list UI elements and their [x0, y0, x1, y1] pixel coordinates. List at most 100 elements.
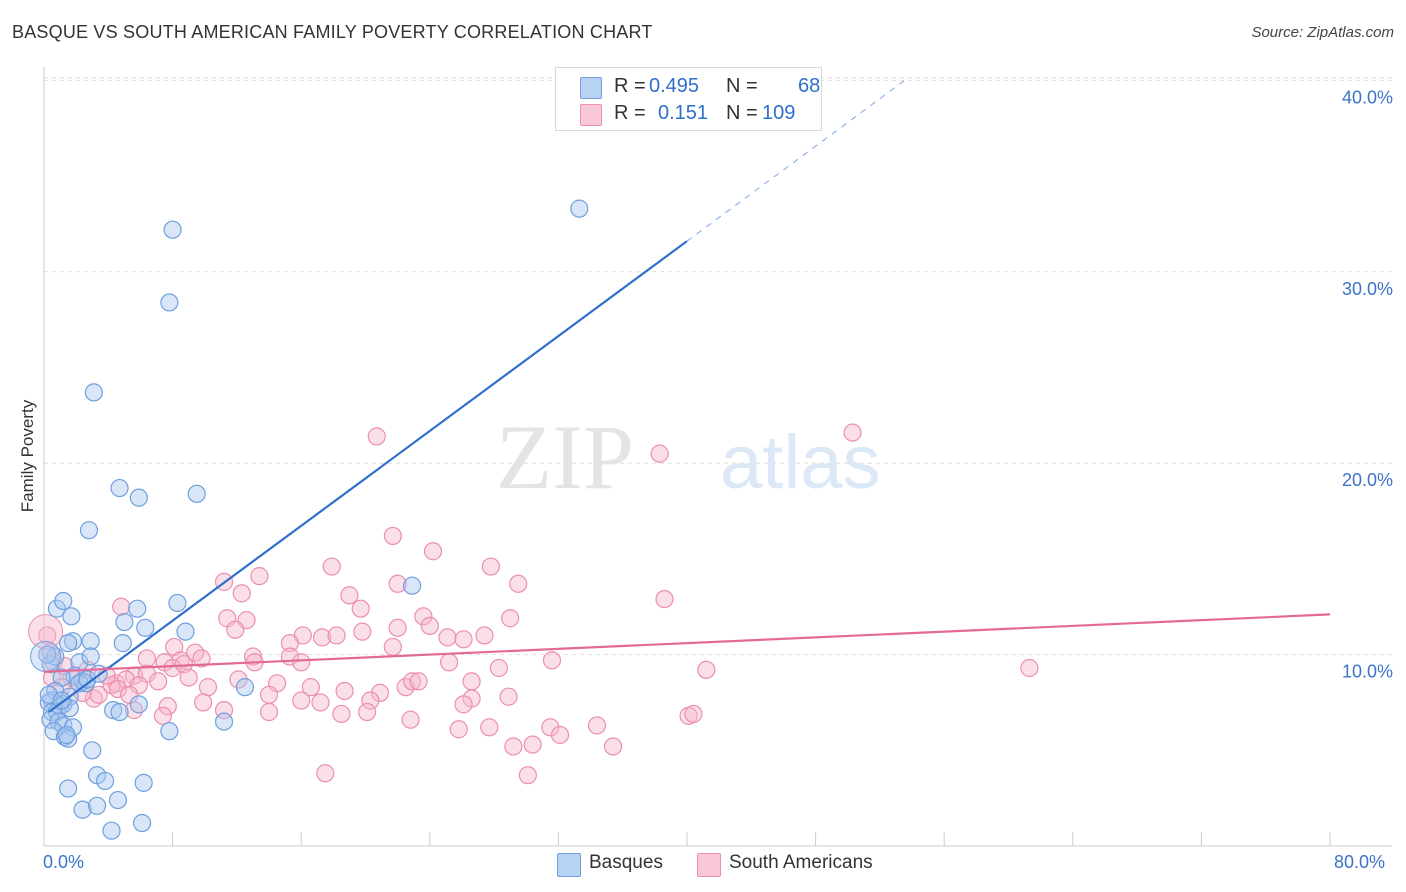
x-tick-max: 80.0% — [1334, 852, 1386, 872]
south-american-point — [462, 672, 481, 691]
south-american-point — [42, 668, 62, 687]
south-american-point — [481, 557, 500, 576]
y-tick-label: 10.0% — [1342, 662, 1393, 682]
south-american-point — [697, 660, 716, 680]
south-american-point — [108, 679, 128, 699]
n-label: N = — [726, 102, 758, 124]
basque-point — [163, 220, 182, 239]
south-american-point — [259, 685, 279, 704]
south-american-point — [370, 683, 390, 702]
basque-point — [102, 821, 121, 840]
basque-point — [214, 712, 234, 731]
south-american-point — [843, 423, 862, 442]
basque-point — [87, 796, 107, 815]
basque-point — [59, 779, 78, 798]
y-tick-label: 30.0% — [1342, 279, 1393, 299]
basque-point — [113, 634, 132, 653]
basque-points — [30, 199, 589, 840]
south-american-point — [163, 658, 182, 678]
south-american-point — [316, 764, 335, 783]
south-american-point — [194, 693, 213, 712]
basque-point — [134, 773, 153, 792]
basque-point — [132, 813, 152, 833]
trend-lines — [43, 78, 1331, 713]
basque-point — [160, 293, 179, 312]
r-value-basques: 0.495 — [649, 75, 700, 97]
south-american-point — [403, 672, 422, 691]
south-american-point — [454, 630, 473, 649]
axes — [43, 67, 1392, 847]
south-american-point — [504, 737, 523, 756]
south-american-point — [409, 672, 428, 691]
south-american-point — [158, 697, 177, 716]
south-american-swatch — [697, 853, 721, 877]
south-american-point — [340, 586, 359, 605]
south-american-point — [192, 649, 211, 668]
x-tick-min: 0.0% — [43, 852, 85, 872]
south-american-point — [587, 716, 607, 735]
basque-point — [176, 622, 195, 641]
r-label: R = — [614, 75, 646, 97]
south-american-point — [367, 427, 386, 446]
basque-point — [104, 701, 123, 720]
chart-title: BASQUE VS SOUTH AMERICAN FAMILY POVERTY … — [12, 22, 653, 42]
south-american-trend-line — [43, 613, 1331, 673]
south-american-point — [542, 651, 562, 670]
south-american-point — [383, 526, 402, 546]
basque-trend-line — [48, 240, 688, 713]
south-american-point — [423, 542, 443, 561]
basque-point — [136, 618, 155, 637]
south-american-point — [149, 672, 168, 691]
south-american-point — [198, 678, 218, 697]
basque-point — [38, 645, 57, 664]
basque-point — [59, 634, 78, 653]
south-american-point — [353, 622, 372, 641]
y-tick-label: 20.0% — [1342, 470, 1393, 490]
south-american-point — [475, 626, 494, 645]
basque-point — [81, 632, 100, 651]
south-american-point — [351, 599, 370, 618]
y-tick-label: 40.0% — [1342, 87, 1393, 107]
south-american-point — [89, 685, 108, 704]
basque-swatch — [557, 853, 581, 877]
basque-trend-extension — [686, 78, 908, 242]
south-american-point — [226, 620, 245, 639]
correlation-legend: R = 0.495 N = 68 R = 0.151 N = 109 — [555, 67, 822, 131]
south-american-point — [439, 653, 459, 672]
south-american-point — [322, 557, 341, 576]
basque-point — [403, 576, 422, 595]
legend-label-basques: Basques — [589, 852, 663, 873]
y-tick-labels: 10.0% 20.0% 30.0% 40.0% — [1342, 87, 1393, 681]
basque-point — [108, 790, 128, 810]
south-american-point — [153, 706, 173, 725]
south-american-point — [509, 574, 528, 593]
south-american-point — [112, 597, 131, 616]
grid-lines — [44, 77, 1392, 656]
basque-point — [110, 478, 129, 498]
basque-point — [81, 647, 100, 666]
south-american-point — [603, 737, 623, 756]
basque-point — [57, 725, 76, 745]
south-american-point — [499, 687, 518, 706]
south-american-points — [28, 423, 1039, 785]
basque-point — [129, 488, 148, 507]
south-american-point — [292, 691, 311, 710]
south-american-point — [358, 702, 377, 722]
south-american-point — [388, 618, 407, 637]
south-american-point — [541, 718, 560, 737]
south-american-point — [420, 616, 439, 635]
south-american-point — [332, 704, 351, 724]
basque-point — [160, 722, 179, 741]
south-american-point — [301, 678, 320, 697]
n-value-basques: 68 — [798, 75, 821, 97]
south-american-point — [1020, 658, 1039, 678]
basque-point — [128, 599, 147, 618]
n-value-south-americans: 109 — [762, 102, 796, 124]
south-american-point — [684, 704, 703, 724]
basque-point — [79, 521, 99, 540]
south-american-cluster — [28, 614, 64, 650]
basque-cluster — [30, 641, 62, 673]
south-american-point — [137, 649, 156, 668]
south-american-point — [501, 609, 520, 628]
